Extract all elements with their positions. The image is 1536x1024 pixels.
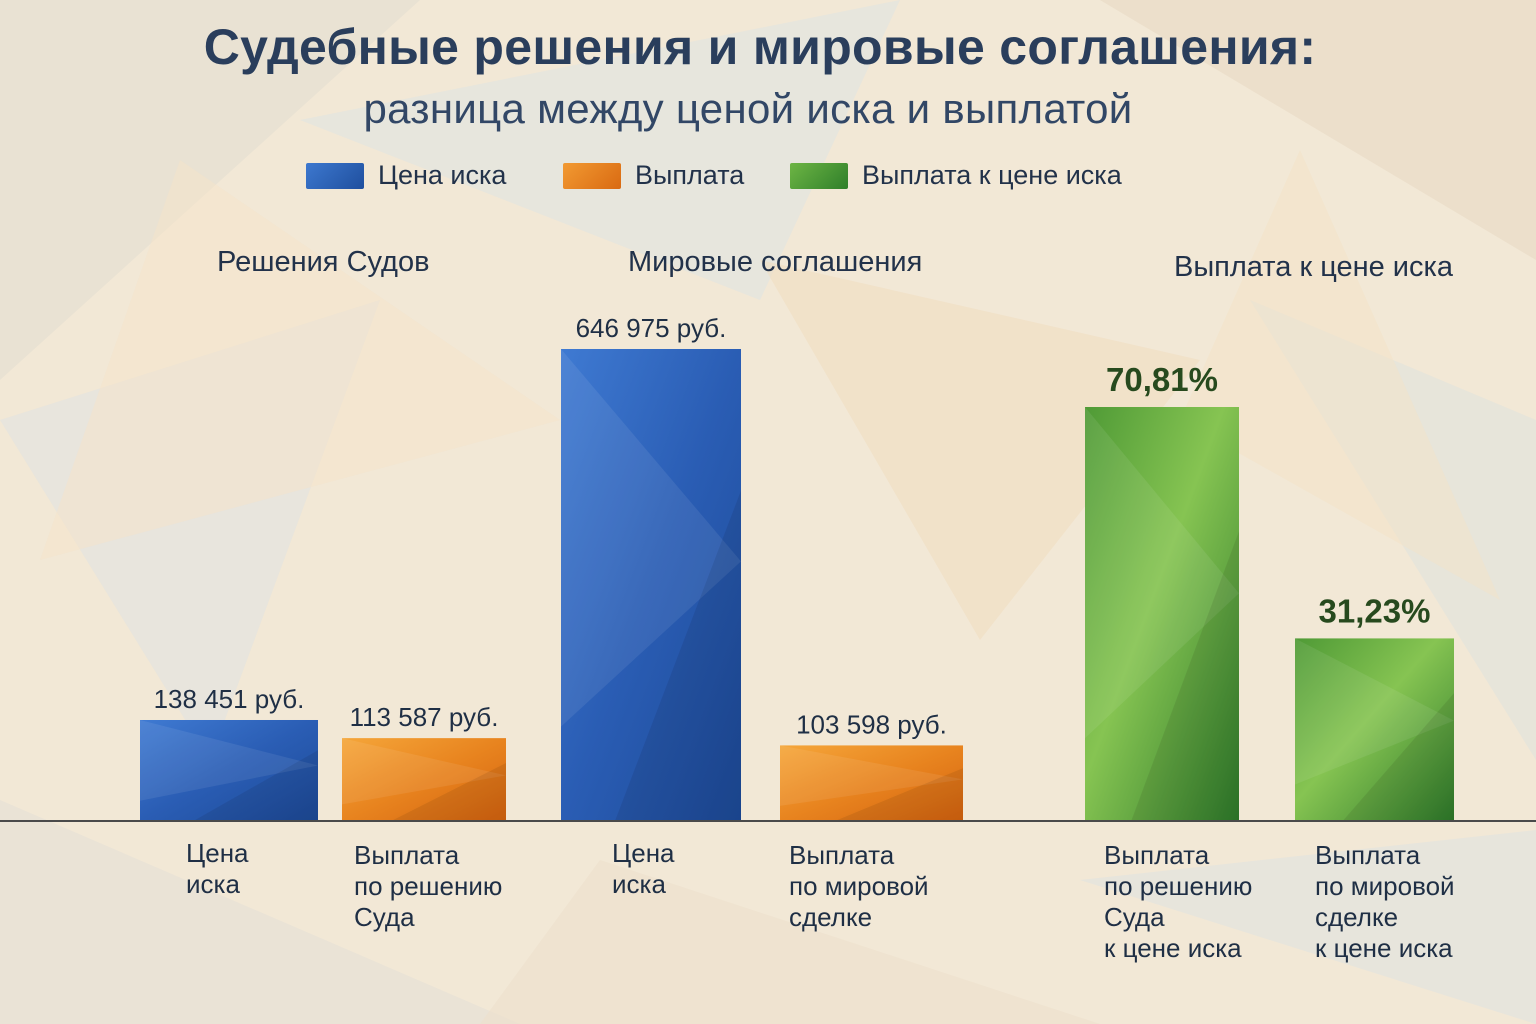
bar-facet (193, 750, 318, 821)
bar-1 (140, 719, 318, 821)
category-label: Выплата по решению Суда (354, 840, 503, 932)
chart-subtitle: разница между ценой иска и выплатой (363, 85, 1133, 132)
bar-2 (342, 738, 506, 821)
category-label: Цена иска (612, 838, 675, 899)
category-label: Цена иска (186, 838, 249, 899)
value-label: 113 587 руб. (350, 702, 499, 732)
bar-facet (1295, 638, 1454, 785)
legend-item-payout: Выплата (563, 160, 744, 191)
bar-6 (1295, 638, 1454, 821)
bar-facet (1131, 531, 1239, 821)
bar-facet (391, 762, 506, 821)
category-label: Выплата по решению Суда к цене иска (1104, 840, 1253, 963)
value-label: 138 451 руб. (154, 684, 305, 714)
bar-facet (1085, 407, 1239, 739)
bar-facet (834, 768, 963, 821)
group-label-court: Решения Судов (217, 246, 430, 278)
value-label: 103 598 руб. (796, 709, 947, 739)
legend-swatch-blue (306, 162, 364, 189)
legend-label: Цена иска (378, 160, 507, 190)
bar-facet (615, 490, 741, 821)
bar-facet (342, 738, 506, 805)
bar-facet (780, 745, 963, 806)
bar-facet (561, 349, 741, 727)
group-label-ratio: Выплата к цене иска (1174, 251, 1453, 283)
legend-label: Выплата (635, 160, 745, 190)
bar-facet (140, 719, 318, 801)
legend-item-claim-price: Цена иска (306, 160, 506, 191)
group-label-settlement: Мировые соглашения (628, 246, 923, 278)
bar-3 (561, 349, 741, 821)
value-label: 70,81% (1106, 361, 1218, 398)
bar-4 (780, 745, 963, 821)
category-label: Выплата по мировой сделке (789, 840, 929, 932)
legend-swatch-green (790, 162, 848, 189)
value-label: 646 975 руб. (576, 313, 727, 343)
value-label: 31,23% (1319, 592, 1431, 629)
chart-title: Судебные решения и мировые соглашения: (203, 19, 1317, 75)
bar-5 (1085, 407, 1239, 821)
legend-item-ratio: Выплата к цене иска (790, 160, 1122, 191)
category-label: Выплата по мировой сделке к цене иска (1315, 840, 1455, 963)
legend-label: Выплата к цене иска (862, 160, 1122, 190)
legend-swatch-orange (563, 162, 621, 189)
bar-facet (1342, 693, 1454, 821)
